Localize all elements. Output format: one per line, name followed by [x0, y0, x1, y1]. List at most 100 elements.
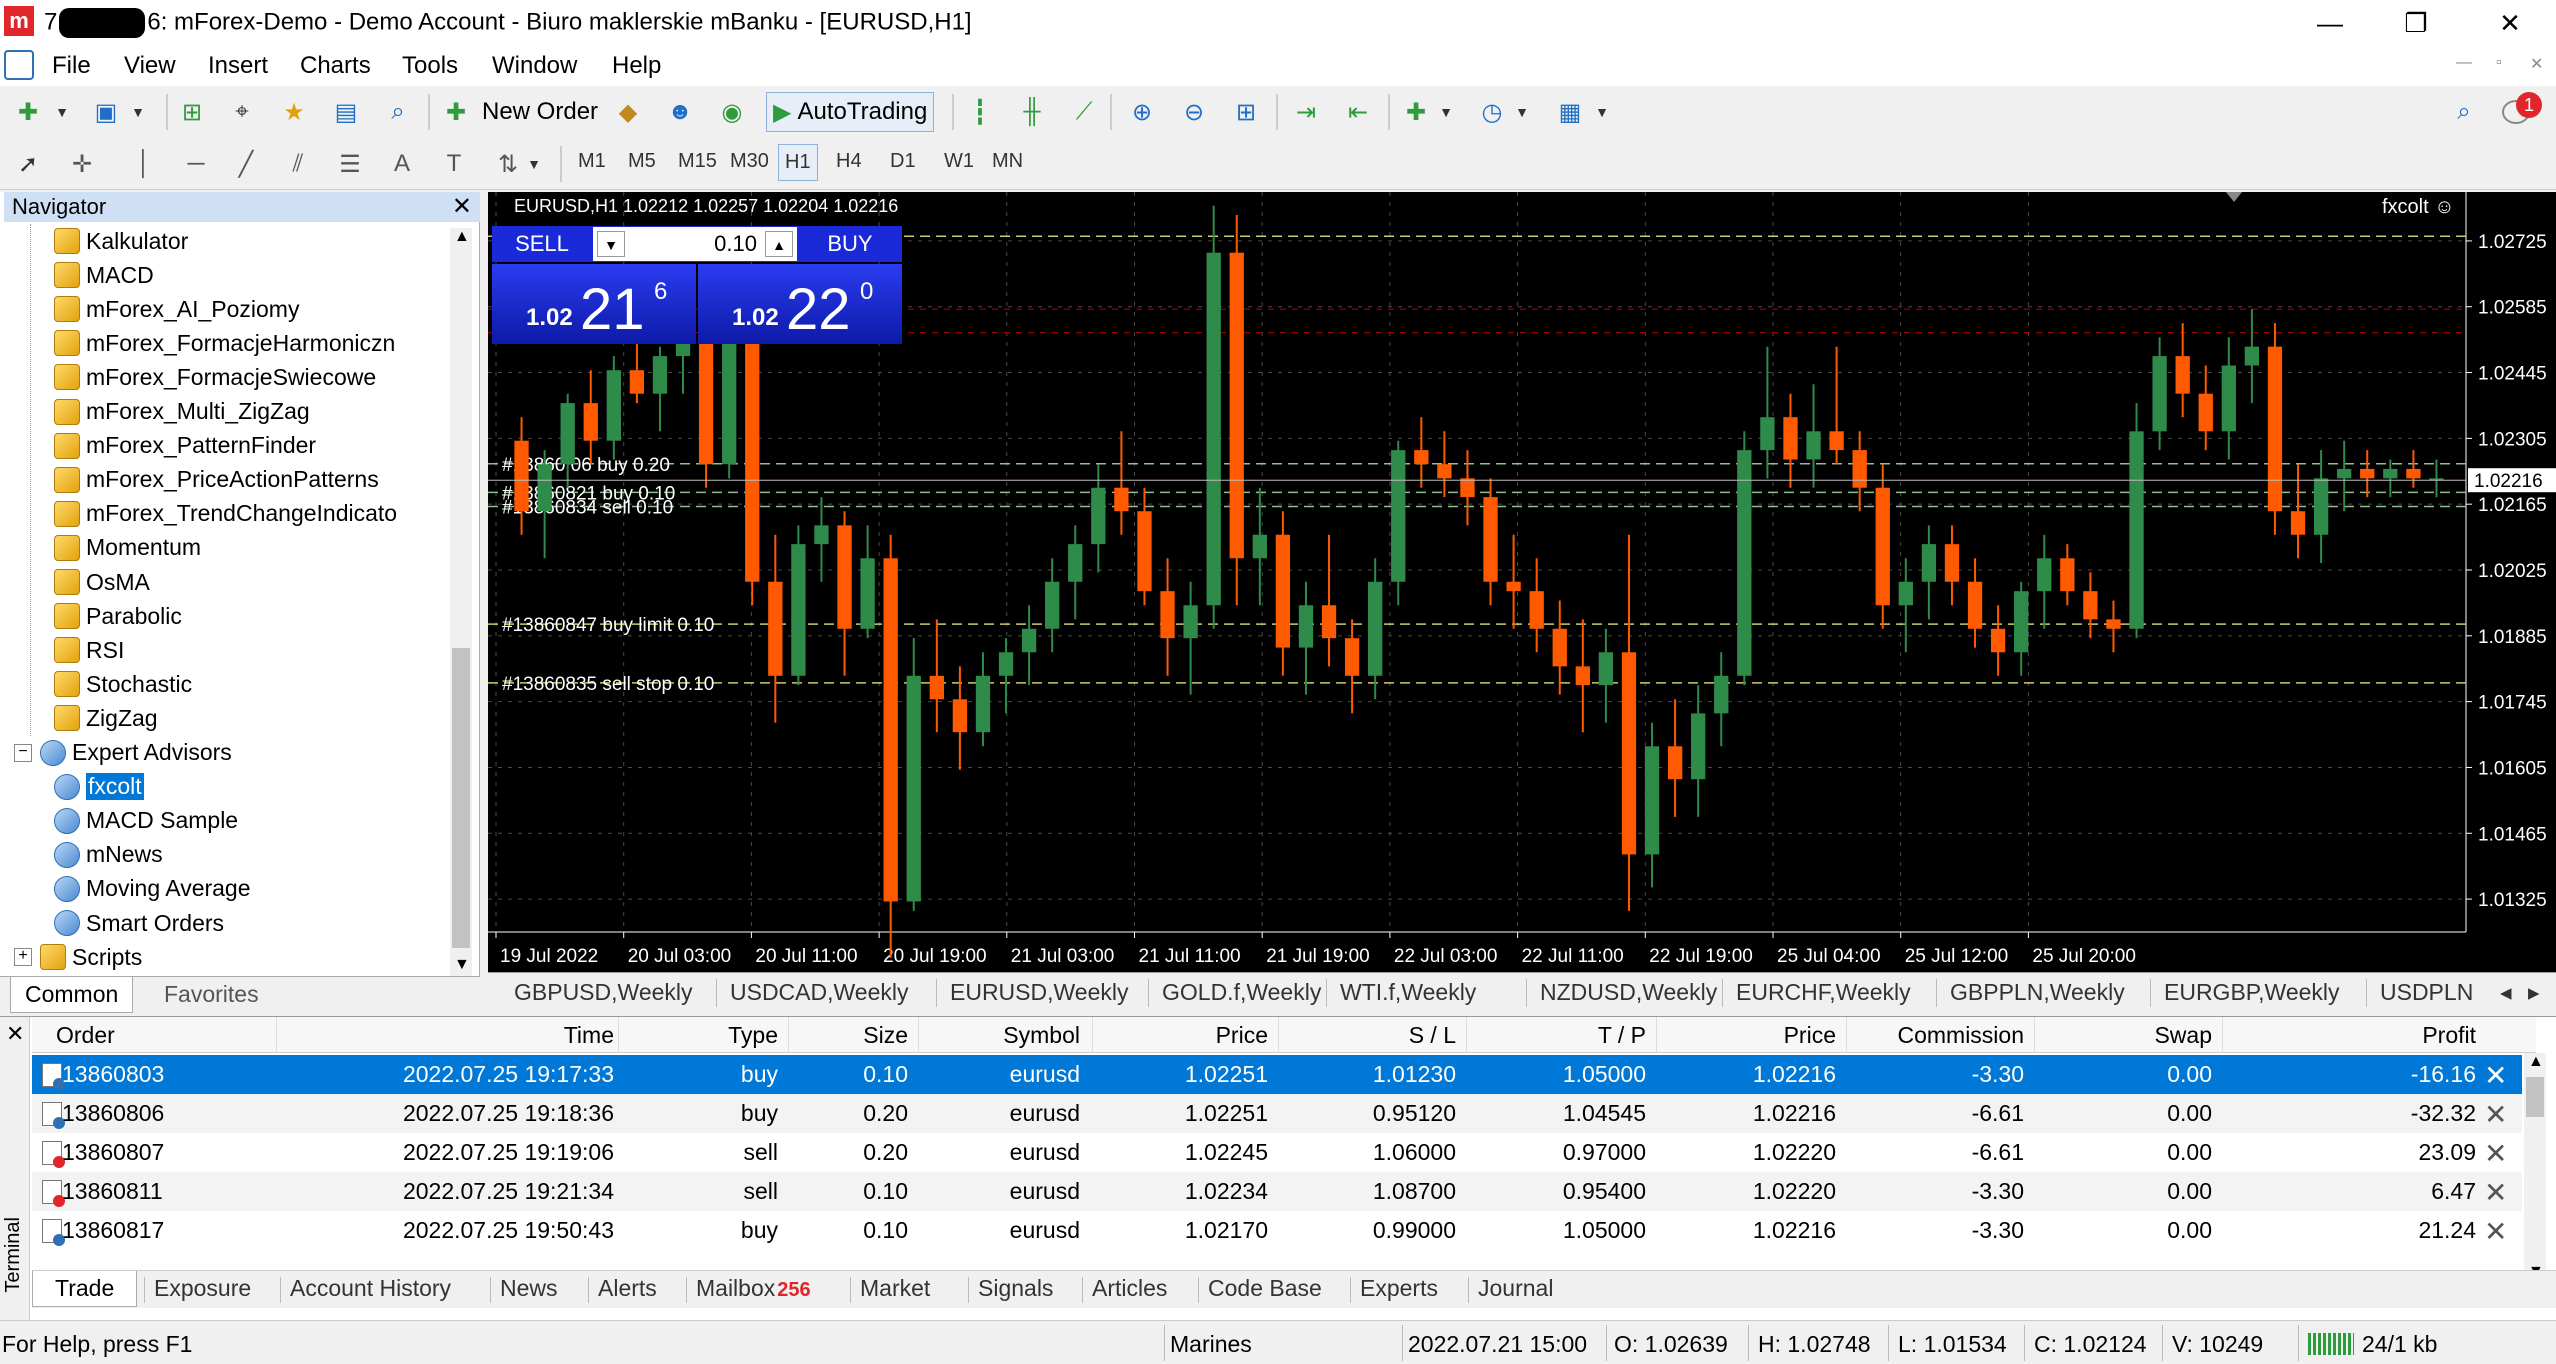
navigator-expert-item[interactable]: Moving Average: [54, 872, 450, 906]
tabs-scroll-right-icon[interactable]: ▸: [2528, 979, 2540, 1005]
navigator-group-scripts[interactable]: + Scripts: [14, 940, 450, 974]
equidistant-channel-icon[interactable]: ⫽: [292, 150, 304, 177]
navigator-expert-item[interactable]: mNews: [54, 838, 450, 872]
navigator-indicator-item[interactable]: OsMA: [54, 565, 450, 599]
menu-file[interactable]: File: [52, 52, 91, 79]
terminal-tab[interactable]: Mailbox 256: [696, 1275, 811, 1302]
metaeditor-icon[interactable]: ◆: [618, 98, 638, 126]
column-header[interactable]: Price: [1783, 1022, 1836, 1048]
chart-tab[interactable]: USDPLN: [2380, 979, 2474, 1005]
column-header[interactable]: Time: [563, 1022, 614, 1048]
terminal-tab[interactable]: Market: [860, 1275, 930, 1302]
vertical-line-icon[interactable]: │: [136, 150, 152, 177]
trade-row[interactable]: 13860803 2022.07.25 19:17:33 buy 0.10 eurusd…: [32, 1055, 2522, 1094]
collapse-icon[interactable]: −: [14, 743, 32, 762]
chevron-down-icon[interactable]: ▼: [1515, 104, 1529, 120]
mdi-restore-icon[interactable]: ▫: [2496, 54, 2502, 71]
trendline-icon[interactable]: ╱: [238, 150, 254, 178]
close-order-icon[interactable]: ✕: [2484, 1060, 2508, 1091]
mdi-minimize-icon[interactable]: —: [2456, 54, 2472, 71]
scroll-up-icon[interactable]: ▲: [2528, 1053, 2544, 1070]
navigator-indicator-item[interactable]: mForex_PatternFinder: [54, 429, 450, 463]
chart-tab[interactable]: NZDUSD,Weekly: [1540, 979, 1718, 1005]
tab-common[interactable]: Common: [10, 977, 134, 1013]
mdi-window-icon[interactable]: [4, 50, 34, 80]
close-order-icon[interactable]: ✕: [2484, 1177, 2508, 1208]
terminal-tab[interactable]: Trade: [32, 1271, 138, 1307]
candlestick-icon[interactable]: ╫: [1023, 98, 1041, 125]
navigator-expert-item[interactable]: Smart Orders: [54, 906, 450, 940]
chart-tab[interactable]: GOLD.f,Weekly: [1162, 979, 1322, 1005]
templates-icon[interactable]: ▦: [1558, 98, 1582, 126]
navigator-indicator-item[interactable]: mForex_TrendChangeIndicato: [54, 497, 450, 531]
text-label-icon[interactable]: T: [446, 150, 462, 177]
sell-price-box[interactable]: 1.02 21 6: [492, 264, 696, 344]
timeframe-w1[interactable]: W1: [944, 150, 974, 172]
new-order-button[interactable]: New Order: [482, 98, 599, 125]
column-header[interactable]: Swap: [2154, 1022, 2212, 1048]
terminal-close-icon[interactable]: ✕: [6, 1021, 25, 1046]
status-profile[interactable]: Marines: [1170, 1331, 1252, 1357]
chart-tab[interactable]: WTI.f,Weekly: [1340, 979, 1477, 1005]
line-chart-icon[interactable]: ⟋: [1075, 98, 1093, 125]
navigator-expert-item[interactable]: fxcolt: [54, 770, 450, 804]
navigator-expert-item[interactable]: MACD Sample: [54, 804, 450, 838]
navigator-scrollbar[interactable]: ▲ ▼: [450, 228, 472, 976]
column-header[interactable]: Profit: [2422, 1022, 2476, 1048]
close-order-icon[interactable]: ✕: [2484, 1138, 2508, 1169]
scroll-up-icon[interactable]: ▲: [454, 228, 470, 245]
navigator-indicator-item[interactable]: Stochastic: [54, 667, 450, 701]
trade-row[interactable]: 13860817 2022.07.25 19:50:43 buy 0.10 eurusd…: [32, 1211, 2522, 1250]
timeframe-m30[interactable]: M30: [730, 150, 769, 172]
navigator-indicator-item[interactable]: mForex_Multi_ZigZag: [54, 395, 450, 429]
menu-window[interactable]: Window: [492, 52, 578, 79]
notifications-icon[interactable]: 1: [2502, 92, 2542, 132]
tile-windows-icon[interactable]: ⊞: [1235, 98, 1257, 126]
auto-scroll-icon[interactable]: ⇤: [1347, 98, 1369, 126]
zoom-out-icon[interactable]: ⊖: [1183, 98, 1205, 126]
search-icon[interactable]: ⌕: [2457, 98, 2471, 125]
chevron-down-icon[interactable]: ▼: [527, 156, 541, 172]
tabs-scroll-left-icon[interactable]: ◂: [2500, 979, 2512, 1005]
column-header[interactable]: Order: [56, 1022, 115, 1048]
sell-button[interactable]: SELL: [492, 226, 592, 262]
column-header[interactable]: Size: [863, 1022, 908, 1048]
terminal-tab[interactable]: Signals: [978, 1275, 1053, 1302]
chart-tab[interactable]: GBPUSD,Weekly: [514, 979, 693, 1005]
timeframe-m1[interactable]: M1: [578, 150, 606, 172]
bar-chart-icon[interactable]: ┇: [972, 98, 988, 126]
close-button[interactable]: ✕: [2499, 8, 2521, 38]
chart-shift-icon[interactable]: ⇥: [1295, 98, 1317, 126]
terminal-icon[interactable]: ▤: [334, 98, 358, 126]
minimize-button[interactable]: —: [2317, 8, 2343, 38]
autotrading-button[interactable]: ▶ AutoTrading: [766, 92, 935, 132]
connection-bars-icon[interactable]: [2308, 1333, 2354, 1355]
column-header[interactable]: Type: [728, 1022, 778, 1048]
terminal-tab[interactable]: Exposure: [154, 1275, 251, 1302]
terminal-scroll-thumb[interactable]: [2526, 1077, 2544, 1117]
indicators-icon[interactable]: ✚: [1405, 98, 1427, 126]
navigator-group-expert-advisors[interactable]: − Expert Advisors: [14, 736, 450, 770]
navigator-close-icon[interactable]: ✕: [451, 193, 472, 220]
periods-clock-icon[interactable]: ◷: [1481, 98, 1503, 126]
navigator-indicator-item[interactable]: ZigZag: [54, 701, 450, 735]
navigator-scroll-thumb[interactable]: [452, 648, 470, 948]
navigator-indicator-item[interactable]: MACD: [54, 258, 450, 292]
menu-view[interactable]: View: [124, 52, 176, 79]
profiles-icon[interactable]: ▣: [94, 98, 118, 126]
chart-tab[interactable]: EURGBP,Weekly: [2164, 979, 2340, 1005]
navigator-icon[interactable]: ★: [283, 98, 305, 126]
lot-increase-icon[interactable]: ▲: [765, 231, 793, 257]
menu-charts[interactable]: Charts: [300, 52, 371, 79]
fibonacci-icon[interactable]: ☰: [339, 150, 361, 178]
column-header[interactable]: Commission: [1897, 1022, 2024, 1048]
menu-help[interactable]: Help: [612, 52, 662, 79]
navigator-indicator-item[interactable]: RSI: [54, 633, 450, 667]
column-header[interactable]: T / P: [1597, 1022, 1646, 1048]
navigator-indicator-item[interactable]: mForex_PriceActionPatterns: [54, 463, 450, 497]
trade-row[interactable]: 13860807 2022.07.25 19:19:06 sell 0.20 eurus…: [32, 1133, 2522, 1172]
terminal-tab[interactable]: Journal: [1478, 1275, 1553, 1302]
chevron-down-icon[interactable]: ▼: [131, 104, 145, 120]
terminal-tab[interactable]: Alerts: [598, 1275, 657, 1302]
buy-button[interactable]: BUY: [798, 226, 902, 262]
